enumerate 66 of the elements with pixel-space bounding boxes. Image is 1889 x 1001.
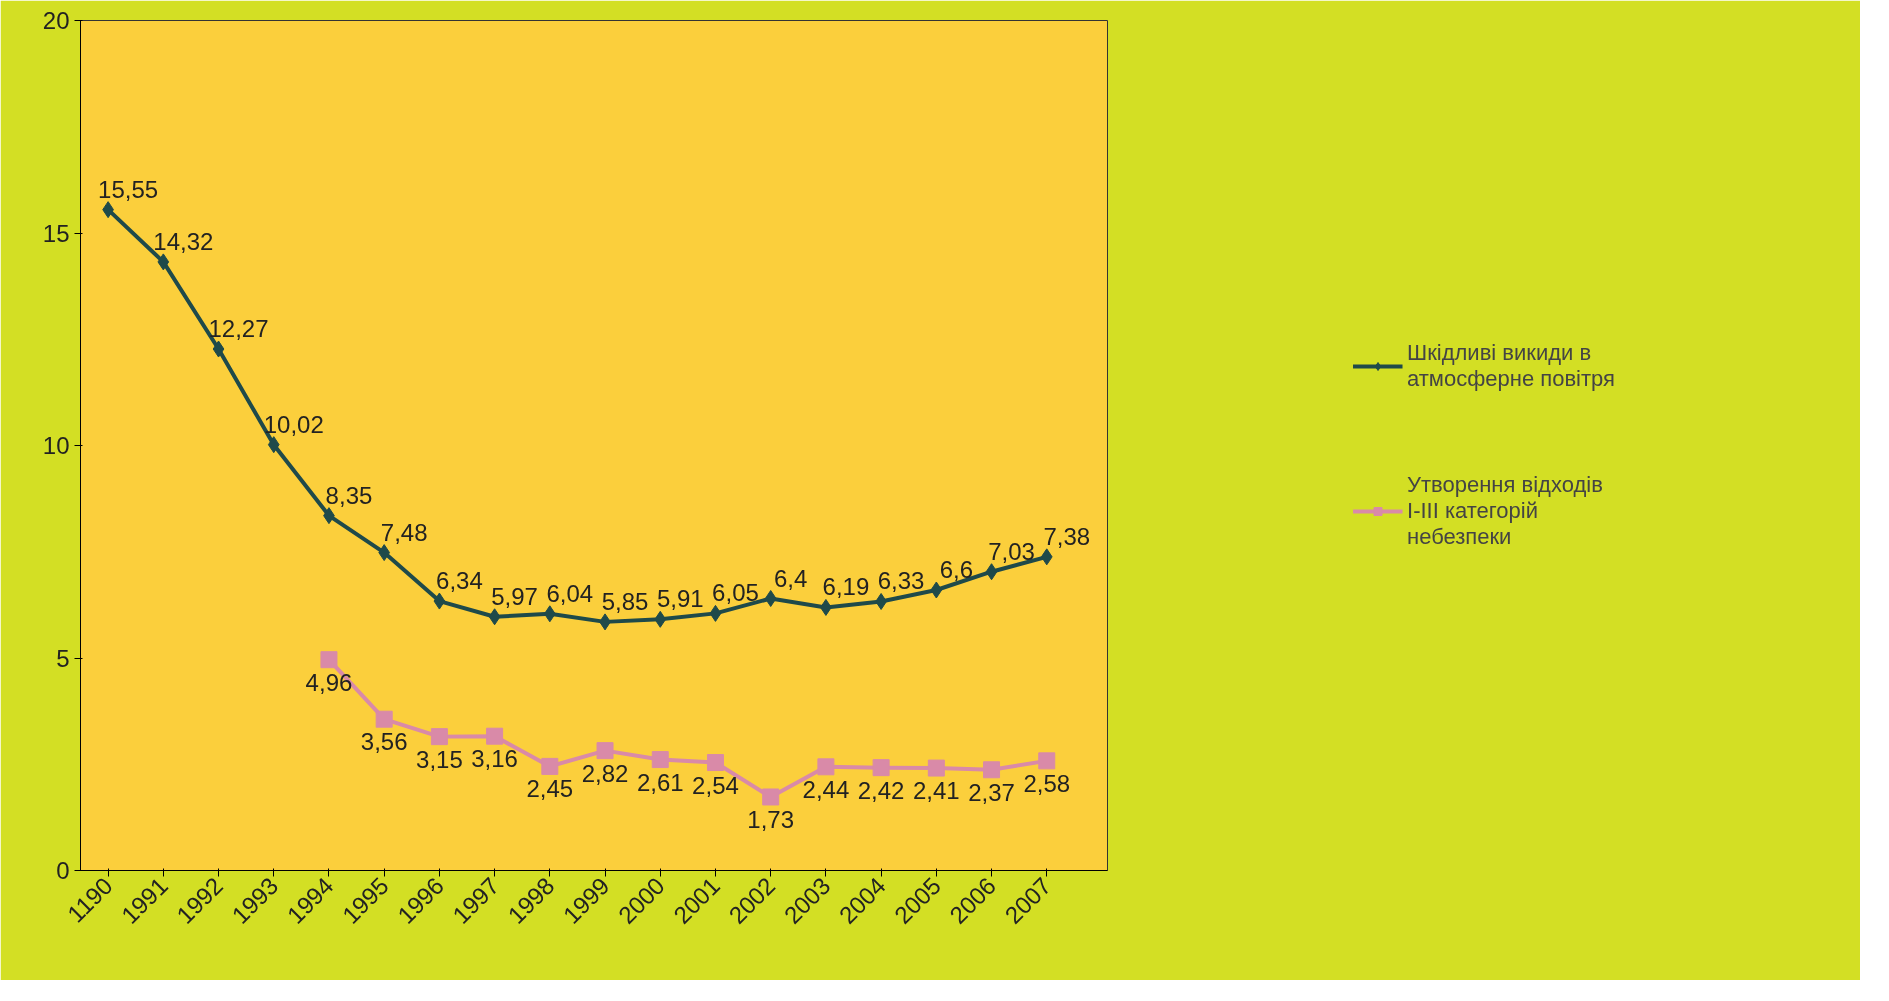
data-label: 6,34	[436, 567, 483, 595]
point	[930, 581, 943, 599]
data-label: 15,55	[98, 175, 159, 203]
data-label: 3,56	[360, 728, 408, 756]
data-label: 2,41	[912, 777, 960, 805]
data-label: 2,44	[802, 775, 850, 803]
data-label: 6,4	[774, 564, 808, 592]
point	[320, 651, 338, 669]
point	[486, 727, 504, 745]
point	[654, 610, 667, 628]
point	[1040, 548, 1053, 566]
data-label: 5,91	[656, 585, 704, 613]
point	[157, 253, 170, 271]
point	[927, 759, 945, 777]
point	[762, 788, 780, 806]
data-label: 7,48	[380, 518, 428, 546]
data-label: 2,82	[581, 759, 629, 787]
point	[983, 761, 1001, 779]
point	[651, 751, 669, 769]
data-label: 8,35	[325, 481, 373, 509]
point	[817, 758, 835, 776]
data-label: 10,02	[263, 410, 324, 438]
point	[375, 710, 393, 728]
data-label: 2,61	[636, 768, 684, 796]
data-label: 2,54	[692, 771, 739, 799]
point	[709, 604, 722, 622]
point	[488, 608, 501, 626]
data-label: 2,45	[526, 775, 574, 803]
point	[764, 590, 777, 607]
legend-label: Утворення відходів I-III категорій небезпеки	[1407, 472, 1603, 550]
y-tick-label: 0	[56, 857, 70, 884]
data-label: 5,97	[491, 582, 538, 610]
data-label: 3,15	[416, 745, 463, 773]
point	[596, 742, 614, 760]
data-label: 7,03	[988, 537, 1035, 565]
data-label: 5,85	[601, 587, 649, 615]
data-label: 6,6	[939, 556, 974, 583]
point	[706, 754, 724, 772]
data-label: 6,05	[712, 579, 759, 607]
y-tick-label: 10	[42, 432, 70, 459]
legend-label: Шкідливі викиди в атмосферне повітря	[1407, 340, 1615, 392]
point	[872, 759, 890, 777]
point	[378, 544, 391, 562]
point	[267, 436, 280, 454]
data-label: 3,16	[471, 745, 518, 773]
data-label: 6,19	[822, 573, 870, 601]
point	[543, 605, 556, 623]
y-tick-label: 5	[56, 644, 70, 672]
point	[541, 757, 559, 775]
data-label: 1,73	[747, 805, 795, 833]
data-label: 6,04	[546, 579, 594, 607]
point	[430, 728, 448, 746]
point	[1038, 752, 1056, 770]
data-label: 6,33	[877, 567, 925, 595]
data-label: 14,32	[153, 227, 214, 255]
point	[985, 563, 998, 581]
point	[212, 340, 225, 358]
point	[433, 592, 446, 610]
y-tick-label: 20	[42, 7, 70, 34]
data-label: 12,27	[208, 315, 269, 343]
data-label: 2,42	[857, 776, 905, 804]
data-label: 2,37	[968, 778, 1015, 806]
data-label: 4,96	[305, 668, 353, 696]
y-tick-label: 15	[42, 219, 70, 247]
data-label: 7,38	[1043, 522, 1091, 550]
data-label: 2,58	[1023, 769, 1071, 797]
